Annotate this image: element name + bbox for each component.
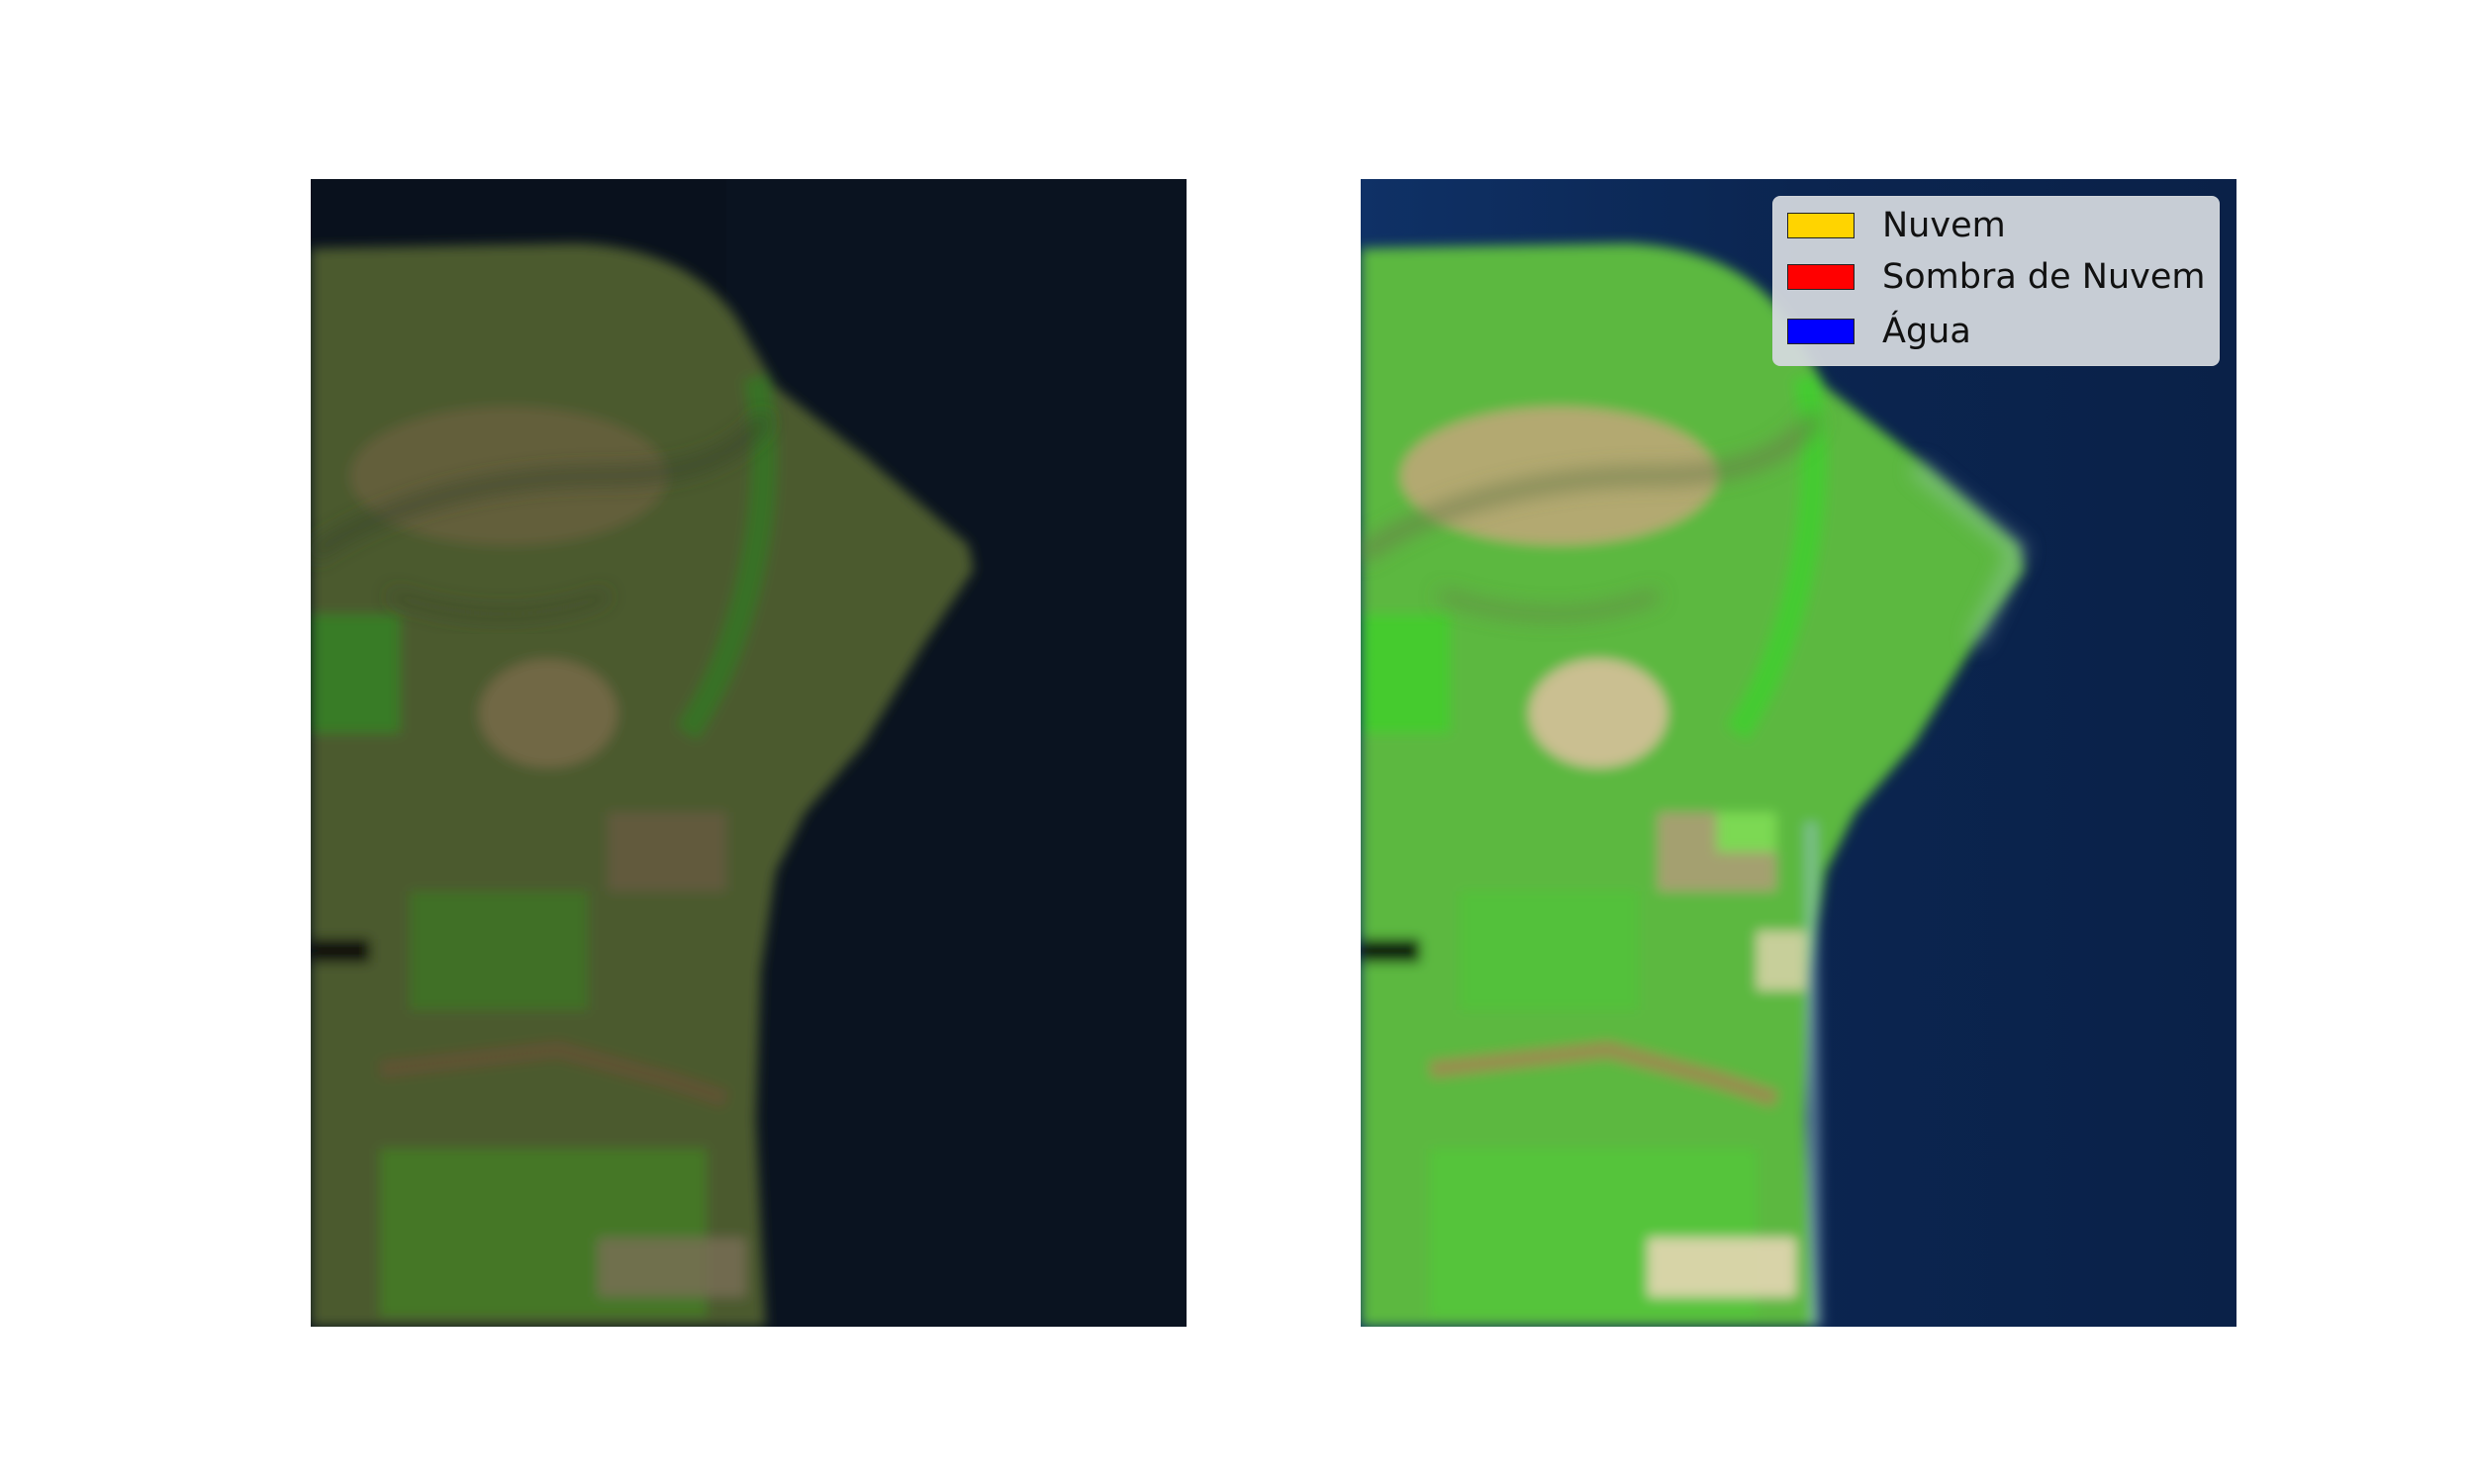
legend-label-nuvem: Nuvem <box>1882 206 2006 245</box>
swatch-sombra-de-nuvem <box>1787 264 1855 290</box>
satellite-image-enhanced-canvas <box>1361 179 2236 1327</box>
legend-item-sombra-de-nuvem: Sombra de Nuvem <box>1787 255 2205 299</box>
swatch-agua <box>1787 319 1855 344</box>
legend-label-sombra-de-nuvem: Sombra de Nuvem <box>1882 257 2206 297</box>
legend-item-agua: Água <box>1787 310 1971 353</box>
satellite-image-enhanced <box>1361 179 2236 1327</box>
legend-label-agua: Água <box>1882 312 1971 351</box>
land-area <box>1361 243 2024 1327</box>
legend: Nuvem Sombra de Nuvem Água <box>1772 196 2220 366</box>
land-area <box>311 243 974 1327</box>
satellite-image-original-canvas <box>311 179 1187 1327</box>
swatch-nuvem <box>1787 213 1855 238</box>
legend-item-nuvem: Nuvem <box>1787 204 2006 247</box>
satellite-image-original <box>311 179 1187 1327</box>
